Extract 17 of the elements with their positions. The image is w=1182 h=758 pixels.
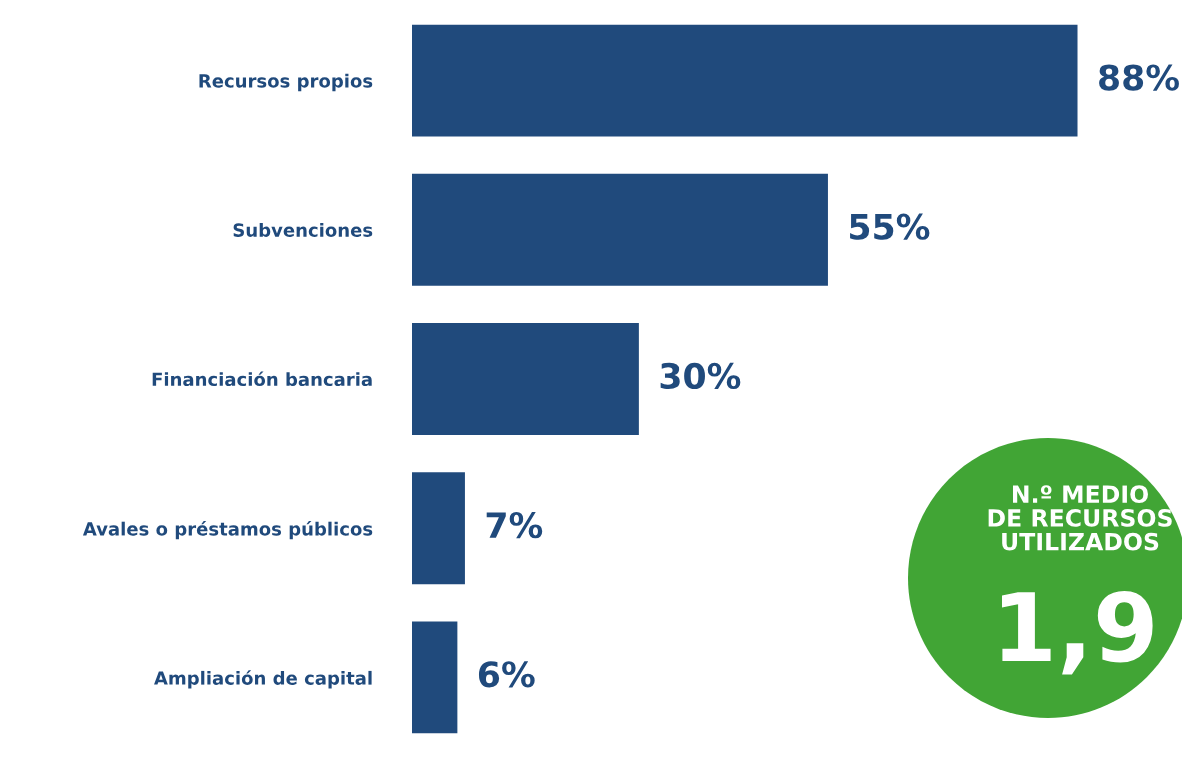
bar <box>412 621 458 734</box>
y-tick-label: Subvenciones <box>233 222 373 237</box>
data-label: 6% <box>478 661 535 688</box>
y-tick-label: Financiación bancaria <box>152 371 372 387</box>
y-tick-label: Ampliación de capital <box>154 670 372 689</box>
data-label: 30% <box>660 362 741 390</box>
data-label: 7% <box>486 512 543 539</box>
y-tick-label: Recursos propios <box>199 73 373 92</box>
data-label: 88% <box>1099 64 1179 91</box>
bar <box>412 173 828 286</box>
annotation: N.º MEDIO DE RECURSOS UTILIZADOS <box>988 485 1172 551</box>
annotation: 1,9 <box>1002 591 1153 675</box>
bar <box>412 472 465 585</box>
bar <box>412 323 639 435</box>
data-label: 55% <box>850 213 930 240</box>
y-tick-label: Avales o préstamos públicos <box>82 520 373 540</box>
bar <box>412 24 1078 137</box>
